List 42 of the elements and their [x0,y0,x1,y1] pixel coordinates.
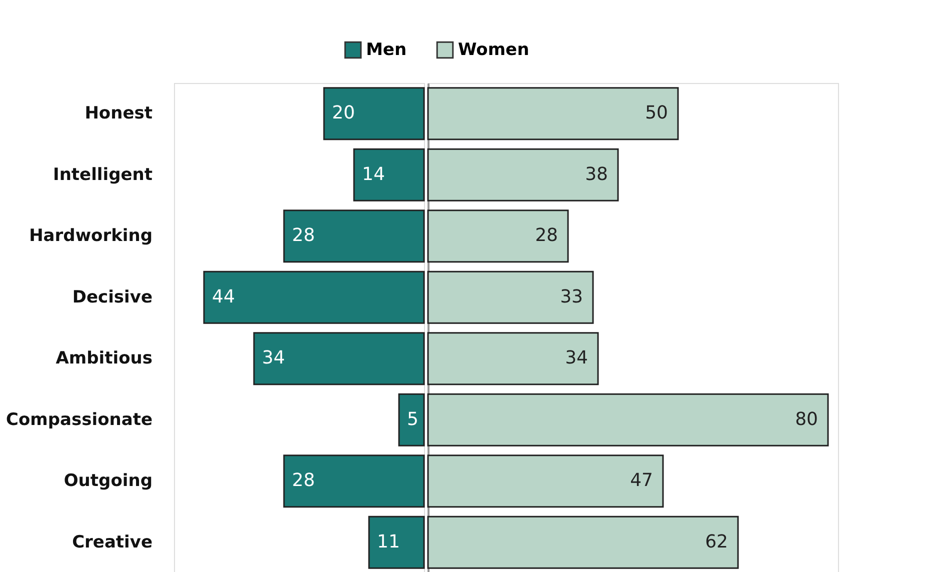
bar [283,454,425,508]
data-label: 28 [292,470,315,492]
y-tick-label: Creative [72,532,152,552]
bar [427,270,594,324]
bar [427,332,599,386]
data-label: 5 [407,408,418,430]
y-tick-label: Outgoing [64,471,152,492]
data-label: 80 [795,408,818,430]
bar [427,210,569,263]
y-tick-label: Ambitious [56,348,152,369]
bar [283,210,425,263]
y-tick-label: Decisive [72,287,152,308]
data-label: 28 [535,225,558,246]
data-label: 33 [560,286,583,308]
data-label: 38 [585,164,608,185]
data-label: 47 [630,470,653,492]
data-label: 11 [377,531,400,552]
bar [427,148,619,202]
data-label: 14 [362,164,385,185]
bar [427,516,739,569]
bar [323,87,425,140]
bar [203,270,425,324]
bar [427,454,664,508]
y-tick-label: Honest [84,104,152,124]
data-label: 20 [332,102,355,124]
bar [368,516,425,569]
bar [427,393,829,446]
data-label: 34 [565,348,588,369]
y-tick-label: Hardworking [29,226,152,246]
data-label: 28 [292,225,315,246]
y-tick-label: Compassionate [6,410,152,430]
y-tick-label: Intelligent [53,164,152,185]
bar [427,87,679,140]
data-label: 44 [212,286,235,308]
legend-label: Men [366,40,407,60]
data-label: 62 [705,531,728,552]
data-label: 50 [645,102,668,124]
data-label: 34 [262,348,285,369]
bar [253,332,425,386]
bar [398,393,425,446]
legend-label: Women [458,40,530,60]
bar [353,148,425,202]
